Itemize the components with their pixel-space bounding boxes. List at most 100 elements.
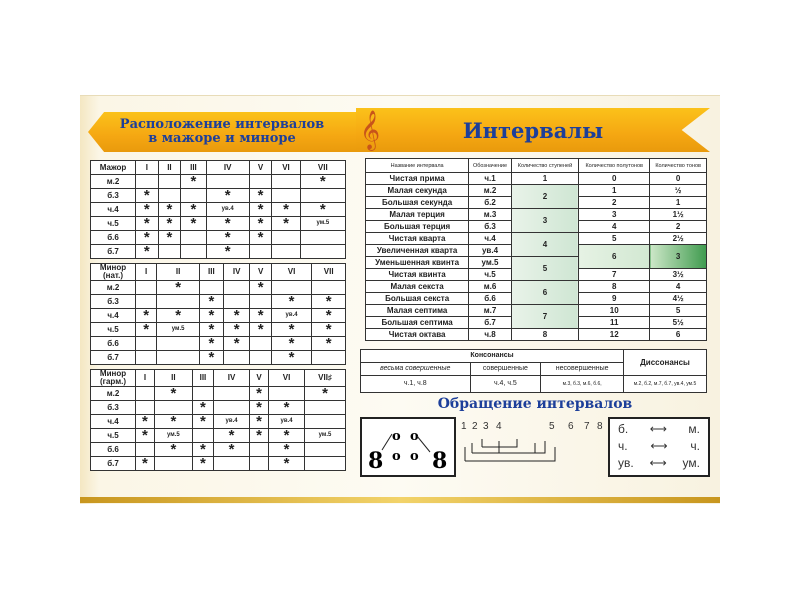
table-row: ч.4 * * * ув.4 * * *	[90, 202, 347, 217]
steps-count: 6	[510, 280, 580, 305]
star-mark: *	[248, 230, 273, 245]
steps-count: 7	[510, 304, 580, 329]
semitones-count: 8	[578, 280, 651, 293]
dissonances-header: Диссонансы	[623, 349, 707, 376]
interval-name: Малая терция	[364, 208, 470, 221]
table-row: Большая секунда б.2 2 1	[364, 196, 707, 209]
cell	[213, 386, 251, 401]
header-cell: II	[156, 263, 200, 281]
table-row: Малая секунда м.2 2 1 ½	[364, 184, 707, 209]
star-mark: *	[157, 230, 182, 245]
cell	[156, 336, 200, 351]
star-mark: *	[299, 174, 347, 189]
star-mark: *	[271, 216, 301, 231]
page-title: Интервалы	[462, 117, 604, 143]
tones-count: 4½	[649, 292, 707, 305]
left-banner-line1: Расположение интервалов	[119, 117, 325, 132]
consonances-header: Консонансы	[360, 349, 624, 363]
star-mark: *	[304, 386, 346, 401]
inversion-pair: ч. ⟷ ч.	[610, 439, 708, 453]
table-row: ч.4 * * * ув.4 * ув.4	[90, 414, 346, 429]
inversion-arrows	[464, 439, 556, 462]
header-cell: Количество ступеней	[510, 158, 580, 173]
header-cell: II	[157, 160, 182, 175]
svg-text:8: 8	[368, 448, 383, 474]
interval-name: Чистая кварта	[364, 232, 470, 245]
interval-symbol: ув.4	[468, 244, 512, 257]
interval-label: б.3	[90, 188, 136, 203]
tones-count: 4	[649, 280, 707, 293]
inverted-quality: м.	[688, 422, 700, 436]
interval-symbol: м.6	[468, 280, 512, 293]
cell	[248, 244, 273, 259]
table-row: Малая секста м.6 6 8 4	[364, 280, 707, 305]
header-cell: Минор (нат.)	[90, 263, 136, 281]
interval-quality: ув.	[618, 456, 634, 470]
star-mark: *	[156, 280, 200, 295]
interval-label: б.6	[90, 336, 136, 351]
cell	[156, 350, 200, 365]
star-mark: *	[270, 350, 313, 365]
inversion-notes-diagram: 8 o o o o 8	[368, 429, 447, 474]
interval-label: ч.5	[90, 322, 136, 337]
star-mark: *	[270, 336, 313, 351]
minor-natural-table: Минор (нат.) I II III IV V VI VII м.2 * * б.3 * * * ч.4…	[90, 263, 346, 365]
star-mark: *	[205, 244, 250, 259]
header-cell: Мажор	[90, 160, 136, 175]
interval-label: б.6	[90, 230, 136, 245]
interval-label: ч.5	[90, 216, 136, 231]
inversion-pair: б. ⟷ м.	[610, 422, 708, 436]
star-mark: *	[249, 428, 270, 443]
cell	[222, 350, 251, 365]
cell	[153, 456, 193, 471]
star-mark: *	[191, 456, 215, 471]
header-cell: Минор (гарм.)	[90, 369, 136, 387]
tones-count: 5	[649, 304, 707, 317]
svg-text:o: o	[410, 429, 419, 444]
header-cell: V	[249, 263, 272, 281]
star-mark: *	[198, 350, 224, 365]
left-banner-line2: в мажоре и миноре	[148, 131, 296, 146]
interval-label: ч.4	[90, 414, 136, 429]
interval-quality: б.	[618, 422, 629, 436]
cell	[222, 280, 251, 295]
semitones-count: 3	[578, 208, 651, 221]
tones-count: 1	[649, 196, 707, 209]
cell	[180, 230, 207, 245]
interval-label: б.3	[90, 294, 136, 309]
cell	[180, 244, 207, 259]
cell	[135, 386, 155, 401]
perfect-values: ч.4, ч.5	[469, 375, 542, 393]
cell	[134, 280, 158, 295]
header-cell: II	[153, 369, 193, 387]
steps-count: 5	[510, 256, 580, 281]
header-cell: Количество тонов	[649, 158, 707, 173]
cell	[157, 174, 182, 189]
table-row: б.6 * * * *	[90, 230, 347, 245]
interval-name: Большая секунда	[364, 196, 470, 209]
table-row: ч.5 * ум.5 * * * * *	[90, 322, 346, 337]
imperfect-values: м.3, б.3, м.6, б.6,	[540, 375, 624, 393]
table-row: б.3 * * *	[90, 294, 346, 309]
tones-count: 2	[649, 220, 707, 233]
right-column: Название интервала Обозначение Количество …	[360, 158, 710, 477]
tones-count: 2½	[649, 232, 707, 245]
interval-label: б.7	[90, 244, 136, 259]
cell	[249, 336, 272, 351]
step-number: 4	[496, 421, 502, 432]
interval-label: м.2	[90, 386, 136, 401]
inversion-notation-box: 8 o o o o 8	[360, 417, 456, 477]
semitones-count: 10	[578, 304, 651, 317]
cell	[304, 400, 346, 415]
star-mark: *	[153, 386, 193, 401]
interval-symbol: м.2	[468, 184, 512, 197]
tones-count: ½	[649, 184, 707, 197]
interval-symbol: ум.5	[468, 256, 512, 269]
interval-symbol: ч.8	[468, 328, 512, 341]
table-row: м.2 * *	[90, 280, 346, 295]
star-mark: *	[156, 308, 200, 323]
gold-border	[80, 497, 720, 503]
interval-label: ч.4	[90, 308, 136, 323]
header-cell: IV	[222, 263, 251, 281]
